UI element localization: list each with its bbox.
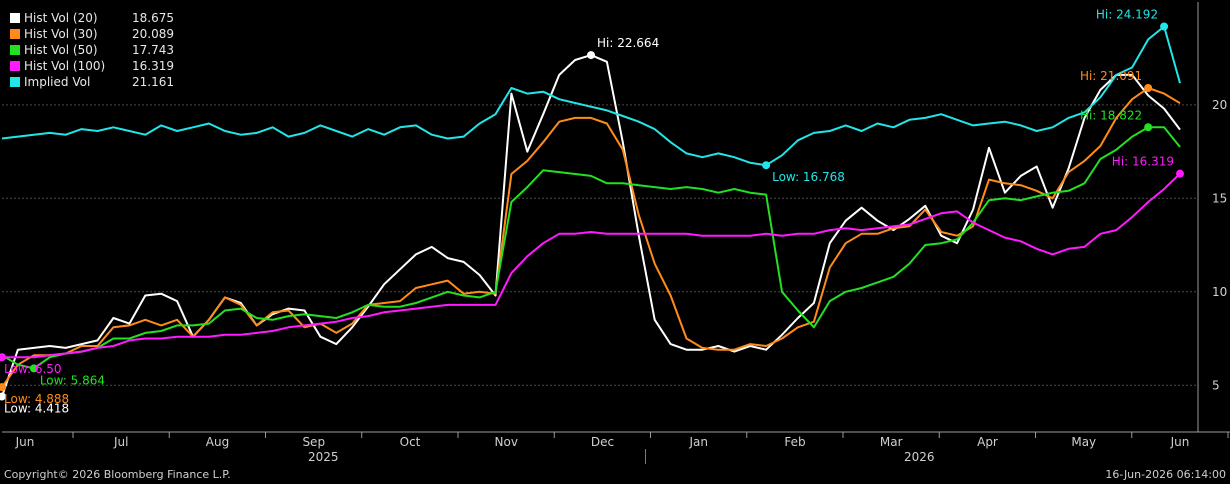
x-tick-label: Nov [495,435,518,449]
extreme-marker [1160,22,1169,31]
extreme-marker [0,353,6,362]
extreme-marker [1144,84,1153,92]
x-tick-label: Dec [591,435,614,449]
legend-item: Hist Vol (100) 16.319 [10,58,174,74]
series-line [2,172,1181,359]
x-tick-label: Jun [15,435,35,449]
annotation-label: Low: 4.888 [4,392,69,406]
series-lines [1,25,1181,397]
grid-lines [2,104,1198,386]
series-line [1,25,1181,167]
year-label-2026: 2026 [904,450,935,464]
legend-label: Implied Vol [24,75,91,89]
legend-swatch [10,77,20,87]
timestamp-text: 16-Jun-2026 06:14:00 [1105,468,1226,481]
x-tick-label: May [1071,435,1096,449]
axes: 5 10 15 20 Jun Jul Aug Sep Oct Nov Dec Jan Feb Mar Apr… [2,2,1230,449]
extreme-marker [1176,169,1184,178]
year-divider [645,449,646,464]
annotation-label: Hi: 24.192 [1096,7,1158,21]
x-tick-label: Jun [1170,435,1190,449]
legend-item: Hist Vol (30) 20.089 [10,26,174,42]
legend-label: Hist Vol (50) [24,43,98,57]
legend-swatch [10,13,20,23]
annotations: Low: 4.418 Hi: 22.664 Low: 4.888 Hi: 21.091… [0,7,1184,415]
annotation-label: Hi: 21.091 [1080,69,1142,83]
extreme-marker [587,51,595,60]
x-tick-label: Oct [400,435,421,449]
annotation-label: Hi: 16.319 [1112,155,1174,169]
y-tick-label: 5 [1212,378,1220,392]
x-tick-label: Jan [689,435,709,449]
legend-value: 16.319 [132,59,174,73]
x-tick-label: Sep [302,435,325,449]
x-tick-label: Feb [784,435,805,449]
year-label-2025: 2025 [308,450,339,464]
y-tick-label: 15 [1212,191,1227,205]
series-line [1,87,1181,388]
x-tick-label: Mar [880,435,903,449]
legend-swatch [10,61,20,71]
legend-swatch [10,29,20,39]
legend-item: Hist Vol (20) 18.675 [10,10,174,26]
legend-item: Implied Vol 21.161 [10,74,174,90]
legend-swatch [10,45,20,55]
legend-value: 20.089 [132,27,174,41]
annotation-label: Low: 16.768 [772,170,845,184]
legend-value: 21.161 [132,75,174,89]
copyright-text: Copyright© 2026 Bloomberg Finance L.P. [4,468,231,481]
x-tick-label: Jul [113,435,128,449]
legend-label: Hist Vol (100) [24,59,106,73]
y-tick-label: 20 [1212,98,1227,112]
annotation-label: Low: 4.418 [4,401,69,415]
legend-value: 17.743 [132,43,174,57]
legend-item: Hist Vol (50) 17.743 [10,42,174,58]
series-line [1,126,1181,370]
legend-value: 18.675 [132,11,174,25]
legend: Hist Vol (20) 18.675 Hist Vol (30) 20.08… [6,8,178,92]
x-tick-label: Apr [977,435,998,449]
annotation-label: Hi: 22.664 [597,36,659,50]
extreme-marker [1144,123,1153,132]
legend-label: Hist Vol (30) [24,27,98,41]
annotation-label: Low: 6.50 [4,362,62,376]
extreme-marker [29,364,38,373]
footer: Copyright© 2026 Bloomberg Finance L.P. 1… [0,464,1230,484]
annotation-label: Low: 5.864 [40,373,105,387]
y-tick-label: 10 [1212,285,1227,299]
extreme-marker [0,392,6,401]
extreme-marker [762,161,771,170]
annotation-label: Hi: 18.822 [1080,108,1142,122]
legend-label: Hist Vol (20) [24,11,98,25]
extreme-marker [0,383,6,392]
x-tick-label: Aug [206,435,229,449]
